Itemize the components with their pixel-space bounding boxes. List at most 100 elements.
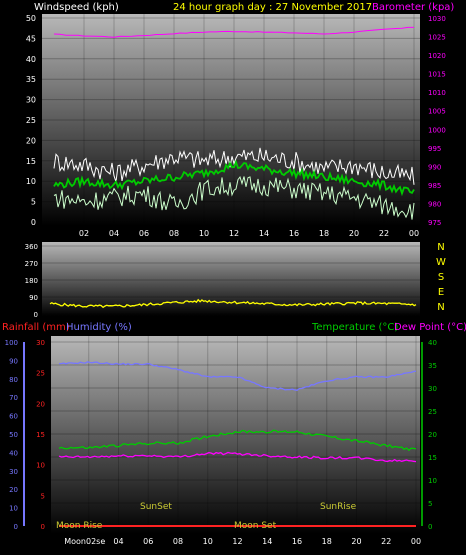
- humidity-tick-label: 70: [9, 394, 18, 402]
- compass-label: W: [436, 257, 446, 268]
- y2-tick-label: 990: [428, 163, 441, 171]
- x-tick-label: 18: [322, 537, 332, 546]
- moonset-label: Moon Set: [234, 521, 277, 531]
- humidity-tick-label: 10: [9, 505, 18, 513]
- rainfall-label: Rainfall (mm): [2, 322, 70, 333]
- humidity-tick-label: 60: [9, 413, 18, 421]
- y-tick-label: 25: [26, 116, 36, 125]
- y2-tick-label: 1030: [428, 15, 446, 23]
- x-tick-label: 16: [292, 537, 302, 546]
- y2-tick-label: 1010: [428, 89, 446, 97]
- compass-label: E: [438, 287, 444, 298]
- y2-tick-label: 1015: [428, 71, 446, 79]
- x-tick-label: 14: [262, 537, 272, 546]
- x-tick-label: 20: [349, 229, 359, 238]
- temp-tick-label: 10: [428, 477, 437, 485]
- y-tick-label: 30: [26, 96, 36, 105]
- humidity-tick-label: 90: [9, 357, 18, 365]
- temp-tick-label: 20: [428, 431, 437, 439]
- compass-label: N: [437, 302, 444, 313]
- dewpoint-label: Dew Point (°C): [394, 322, 466, 333]
- y2-tick-label: 975: [428, 219, 441, 227]
- y-tick-label: 45: [26, 34, 36, 43]
- panel-temp-right-axis: 0 5 10 15 20 25 30 35 40: [421, 339, 437, 531]
- humidity-tick-label: 100: [5, 339, 18, 347]
- panel-wind-grid: [42, 14, 420, 226]
- temp-tick-label: 35: [428, 362, 437, 370]
- rain-tick-label: 15: [36, 431, 45, 439]
- temp-tick-label: 40: [428, 339, 437, 347]
- temp-tick-label: 30: [428, 385, 437, 393]
- panel-direction-series: [49, 298, 417, 309]
- x-tick-label: 22: [379, 229, 389, 238]
- panel-temp-series: [58, 361, 417, 527]
- x-tick-label: 00: [411, 537, 421, 546]
- series-line-temperature-c-: [58, 429, 417, 452]
- panel-temp-x-axis: Moon02se 04 06 08 10 12 14 16 18 20 22 00: [64, 537, 421, 546]
- y-tick-label: 90: [29, 294, 38, 302]
- x-tick-label: 12: [232, 537, 242, 546]
- x-tick-label: 04: [113, 537, 123, 546]
- x-tick-label: 00: [409, 229, 419, 238]
- compass-label: S: [438, 272, 444, 283]
- y-tick-label: 180: [25, 277, 38, 285]
- series-line-humidity-: [58, 361, 417, 391]
- x-tick-label: 20: [351, 537, 361, 546]
- rain-tick-label: 0: [41, 523, 45, 531]
- humidity-tick-label: 50: [9, 431, 18, 439]
- temp-tick-label: 5: [428, 500, 432, 508]
- y2-tick-label: 985: [428, 182, 441, 190]
- y2-tick-label: 980: [428, 200, 441, 208]
- graph-title: 24 hour graph day : 27 November 2017: [173, 2, 372, 13]
- rain-tick-label: 25: [36, 370, 45, 378]
- humidity-tick-label: 40: [9, 449, 18, 457]
- y-tick-label: 360: [25, 243, 38, 251]
- x-tick-label: 10: [203, 537, 213, 546]
- series-line-dew-point-c-: [58, 451, 417, 463]
- humidity-tick-label: 0: [14, 523, 18, 531]
- panel-temp-background: [51, 336, 420, 534]
- y2-tick-label: 1000: [428, 126, 446, 134]
- x-tick-label: 12: [229, 229, 239, 238]
- x-tick-label: 08: [173, 537, 183, 546]
- y2-tick-label: 1020: [428, 52, 446, 60]
- x-tick-label: 02: [79, 229, 89, 238]
- humidity-tick-label: 20: [9, 486, 18, 494]
- x-tick-label: Moon02se: [64, 537, 105, 546]
- x-tick-label: 10: [199, 229, 209, 238]
- humidity-label: Humidity (%): [66, 322, 132, 333]
- humidity-tick-label: 30: [9, 468, 18, 476]
- x-tick-label: 14: [259, 229, 269, 238]
- temp-tick-label: 15: [428, 454, 437, 462]
- y2-tick-label: 995: [428, 145, 441, 153]
- x-tick-label: 16: [289, 229, 299, 238]
- temp-tick-label: 25: [428, 408, 437, 416]
- panel-wind-left-axis: 0 5 10 15 20 25 30 35 40 45 50: [26, 14, 36, 227]
- temperature-label: Temperature (°C): [311, 322, 398, 333]
- rain-tick-label: 10: [36, 462, 45, 470]
- series-line-gust: [53, 147, 415, 185]
- y-tick-label: 15: [26, 157, 36, 166]
- temp-tick-label: 0: [428, 523, 432, 531]
- x-tick-label: 06: [143, 537, 153, 546]
- panel-wind-series: [53, 26, 415, 220]
- x-tick-label: 22: [381, 537, 391, 546]
- rain-tick-label: 20: [36, 400, 45, 408]
- rain-tick-label: 5: [41, 492, 45, 500]
- y2-tick-label: 1005: [428, 108, 446, 116]
- y-tick-label: 35: [26, 75, 36, 84]
- panel-temp-grid: [51, 336, 420, 534]
- panel-wind-x-axis: 02 04 06 08 10 12 14 16 18 20 22 00: [79, 229, 419, 238]
- x-tick-label: 18: [319, 229, 329, 238]
- x-tick-label: 06: [139, 229, 149, 238]
- moonrise-label: Moon Rise: [56, 521, 103, 531]
- sunrise-label: SunRise: [320, 502, 357, 512]
- barometer-label: Barometer (kpa): [372, 2, 454, 13]
- panel-wind-right-axis: 975 980 985 990 995 1000 1005 1010 1015 1020 1025 1…: [428, 15, 446, 227]
- x-tick-label: 04: [109, 229, 119, 238]
- series-line-low: [53, 176, 415, 220]
- sunset-label: SunSet: [140, 502, 172, 512]
- panel-direction-axis: 0 90 180 270 360: [25, 243, 38, 319]
- y-tick-label: 0: [31, 218, 36, 227]
